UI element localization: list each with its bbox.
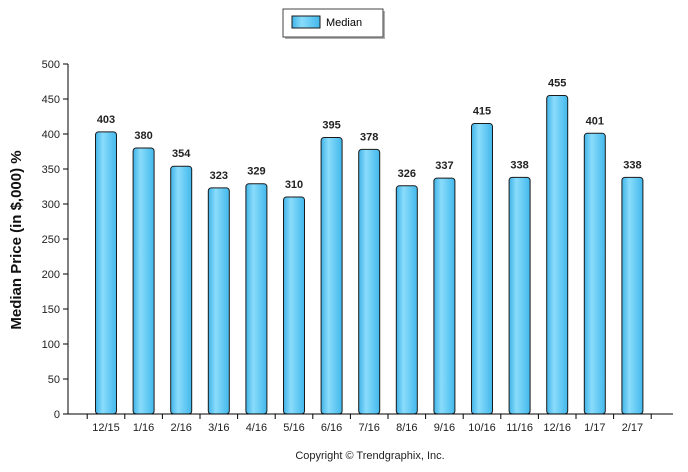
x-tick-label: 4/16 [246, 422, 267, 434]
x-tick-label: 3/16 [208, 422, 229, 434]
copyright-text: Copyright © Trendgraphix, Inc. [295, 450, 444, 462]
data-label: 337 [435, 160, 453, 172]
y-tick-label: 450 [42, 94, 60, 106]
bar [132, 147, 155, 415]
data-label: 338 [623, 159, 641, 171]
data-label: 338 [510, 159, 528, 171]
data-labels: 403 380 354 323 329 310 395 378 326 337 415 338 455 4… [97, 78, 642, 192]
x-tick-label: 7/16 [358, 422, 379, 434]
bar [245, 183, 268, 415]
bar [471, 123, 493, 415]
bar [395, 185, 418, 415]
y-tick-label: 400 [42, 129, 60, 141]
data-label: 401 [586, 115, 604, 127]
x-tick-label: 5/16 [283, 422, 304, 434]
legend-label: Median [326, 17, 362, 29]
bar [283, 196, 305, 415]
x-tick-label: 1/16 [133, 422, 154, 434]
bar [320, 137, 343, 415]
data-label: 326 [398, 168, 416, 180]
y-tick-label: 250 [42, 234, 60, 246]
data-label: 415 [473, 106, 491, 118]
legend: Median [282, 8, 385, 39]
data-label: 310 [285, 179, 303, 191]
x-tick-label: 1/17 [584, 422, 605, 434]
data-label: 395 [322, 120, 340, 132]
data-label: 329 [247, 166, 265, 178]
x-tick-label: 9/16 [434, 422, 455, 434]
x-axis: 12/15 1/16 2/16 3/16 4/16 5/16 6/16 7/16 8/16 9/1… [86, 414, 652, 434]
bar [508, 176, 531, 415]
y-tick-label: 350 [42, 164, 60, 176]
x-tick-label: 11/16 [506, 422, 533, 434]
y-tick-label: 500 [42, 59, 60, 71]
x-tick-label: 12/16 [543, 422, 571, 434]
bar [207, 187, 230, 415]
data-label: 323 [210, 170, 228, 182]
y-axis-title: Median Price (in $,000) % [8, 150, 25, 329]
data-label: 380 [134, 130, 152, 142]
bar [170, 165, 193, 415]
x-tick-label: 6/16 [321, 422, 342, 434]
x-tick-label: 12/15 [92, 422, 120, 434]
y-tick-label: 0 [54, 409, 60, 421]
x-tick-label: 8/16 [396, 422, 417, 434]
x-tick-label: 2/17 [622, 422, 643, 434]
data-label: 378 [360, 131, 378, 143]
data-label: 403 [97, 114, 115, 126]
bars [95, 95, 644, 415]
bar [546, 95, 569, 415]
bar [583, 132, 606, 415]
bar [95, 131, 117, 415]
y-tick-label: 300 [42, 199, 60, 211]
y-tick-label: 50 [48, 374, 60, 386]
legend-swatch [291, 15, 321, 29]
data-label: 455 [548, 78, 566, 90]
data-label: 354 [172, 148, 191, 160]
bar [621, 176, 644, 415]
y-tick-label: 150 [42, 304, 60, 316]
y-axis: 0 50 100 150 200 250 300 350 400 450 500 [42, 59, 68, 421]
y-tick-label: 100 [42, 339, 60, 351]
y-tick-label: 200 [42, 269, 60, 281]
bar [433, 177, 456, 415]
x-tick-label: 2/16 [170, 422, 191, 434]
bar [358, 148, 381, 415]
x-tick-label: 10/16 [468, 422, 496, 434]
